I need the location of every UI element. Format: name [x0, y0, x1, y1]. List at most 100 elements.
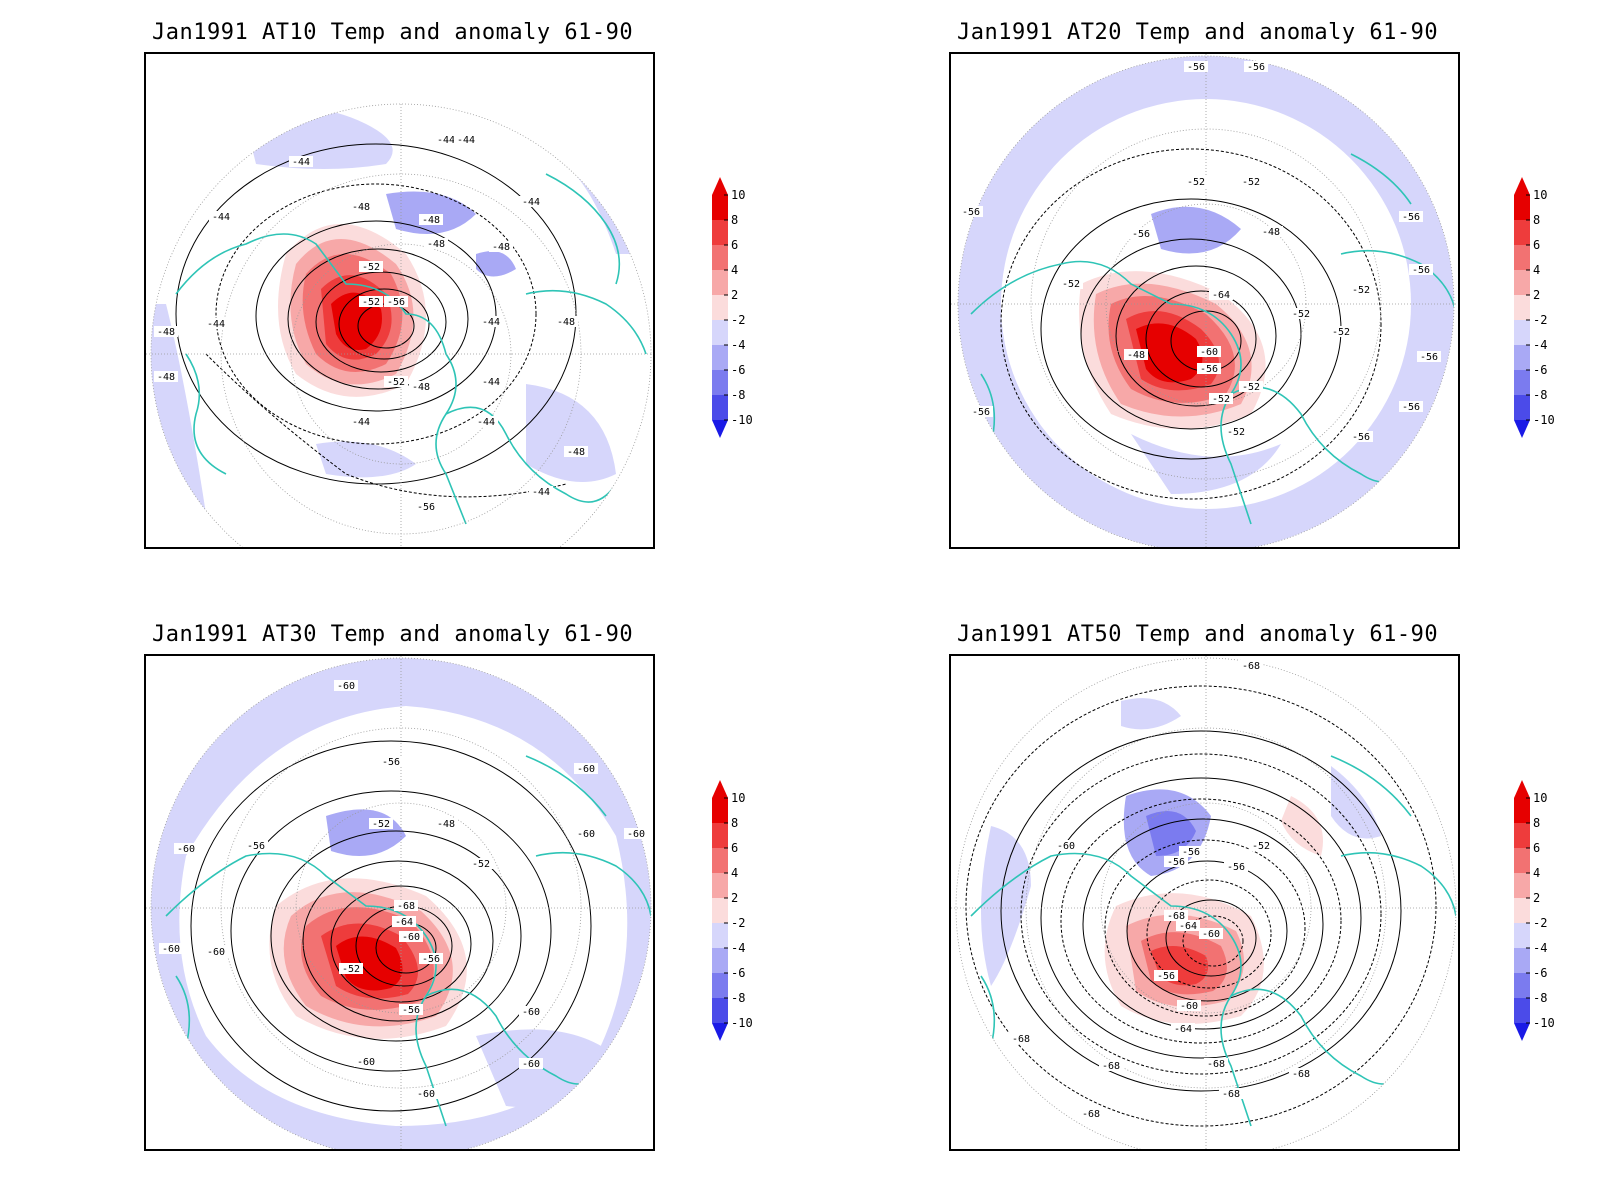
colorbar-level-label: -2: [731, 916, 745, 930]
svg-text:-60: -60: [207, 947, 225, 958]
svg-text:-52: -52: [372, 819, 390, 830]
colorbar-level-label: -10: [1533, 413, 1555, 427]
svg-text:-60: -60: [522, 1059, 540, 1070]
contour-label: -60: [204, 946, 228, 958]
svg-text:-48: -48: [352, 202, 370, 213]
svg-text:-56: -56: [1352, 432, 1370, 443]
colorbar-at20: 10 8 6 4 2 -2 -4 -6 -8 -10: [1514, 177, 1555, 438]
panel-title-at50: Jan1991 AT50 Temp and anomaly 61-90: [957, 622, 1439, 647]
colorbar-level-label: 8: [1533, 816, 1540, 830]
contour-label: -56: [1349, 431, 1373, 443]
colorbar-level-label: -4: [1533, 338, 1547, 352]
contour-label: -44: [474, 416, 498, 428]
svg-text:-52: -52: [1352, 285, 1370, 296]
svg-text:-48: -48: [1262, 227, 1280, 238]
contour-label: -56: [1399, 211, 1423, 223]
contour-label: -44: [289, 156, 313, 168]
svg-text:-52: -52: [1062, 279, 1080, 290]
svg-text:-68: -68: [1167, 911, 1185, 922]
svg-text:-68: -68: [1082, 1109, 1100, 1120]
svg-text:-44: -44: [292, 157, 310, 168]
colorbar-level-label: 2: [731, 288, 738, 302]
contour-label: -48: [554, 316, 578, 328]
svg-text:-60: -60: [337, 681, 355, 692]
svg-text:-56: -56: [1182, 847, 1200, 858]
contour-label: -56: [244, 840, 268, 852]
polar-map-at50: -68-60-56-52-56 -56-68-64-60-56-60-64-68-…: [951, 656, 1458, 1149]
svg-text:-52: -52: [472, 859, 490, 870]
colorbar-level-label: 6: [1533, 841, 1540, 855]
contour-label: -60: [174, 843, 198, 855]
svg-text:-56: -56: [387, 297, 405, 308]
svg-text:-48: -48: [1127, 350, 1145, 361]
contour-label: -48: [154, 326, 178, 338]
contour-label: -56: [1244, 61, 1268, 73]
contour-label: -56: [379, 756, 403, 768]
contour-label: -44: [519, 196, 543, 208]
contour-label: -52: [1239, 176, 1263, 188]
colorbar-level-label: -10: [731, 413, 753, 427]
contour-label: -56: [1184, 61, 1208, 73]
contour-label: -44: [529, 486, 553, 498]
svg-text:-44: -44: [212, 212, 230, 223]
svg-text:-48: -48: [412, 382, 430, 393]
svg-text:-56: -56: [1187, 62, 1205, 73]
contour-label: -60: [624, 828, 648, 840]
svg-text:-52: -52: [1252, 841, 1270, 852]
contour-label: -44: [204, 318, 228, 330]
svg-text:-48: -48: [427, 239, 445, 250]
colorbar-level-label: -10: [731, 1016, 753, 1030]
svg-text:-60: -60: [1200, 347, 1218, 358]
svg-text:-60: -60: [162, 944, 180, 955]
svg-text:-68: -68: [1222, 1089, 1240, 1100]
svg-text:-68: -68: [1292, 1069, 1310, 1080]
svg-text:-52: -52: [1227, 427, 1245, 438]
svg-text:-56: -56: [422, 954, 440, 965]
map-panel-at20: -56 -56 -52 -52 -56 -48 -56 -52 -64 -52 -52 -52 -48 -…: [949, 52, 1460, 549]
contour-label: -44: [349, 416, 373, 428]
contour-label: -68: [1239, 660, 1263, 672]
colorbar-level-label: -6: [1533, 966, 1547, 980]
svg-text:-68: -68: [397, 901, 415, 912]
contour-label: -56: [1154, 970, 1178, 982]
svg-text:-56: -56: [382, 757, 400, 768]
svg-text:-56: -56: [1402, 402, 1420, 413]
svg-text:-64: -64: [1212, 290, 1230, 301]
colorbar-level-label: 6: [731, 841, 738, 855]
colorbar-level-label: -8: [1533, 991, 1547, 1005]
svg-text:-44: -44: [352, 417, 370, 428]
contour-label: -52: [339, 963, 363, 975]
contour-label: -64: [392, 916, 416, 928]
contour-label: -48: [349, 201, 373, 213]
contour-label: -48: [1259, 226, 1283, 238]
svg-text:-52: -52: [1212, 394, 1230, 405]
contour-label: -64: [1209, 289, 1233, 301]
contour-label: -60: [414, 1088, 438, 1100]
colorbar-level-label: -10: [1533, 1016, 1555, 1030]
colorbar-level-label: -4: [731, 338, 745, 352]
contour-label: -44: [209, 211, 233, 223]
contour-label: -52: [369, 818, 393, 830]
colorbar-level-label: 4: [1533, 263, 1540, 277]
colorbar-level-label: -2: [731, 313, 745, 327]
contour-label: -48: [424, 238, 448, 250]
contour-label: -56: [1409, 264, 1433, 276]
map-panel-at30: -60 -56 -52 -48 -52 -56 -60 -60 -60 -60 -68 -64 -60 -…: [144, 654, 655, 1151]
svg-text:-64: -64: [1179, 921, 1197, 932]
svg-text:-52: -52: [387, 377, 405, 388]
svg-text:-48: -48: [437, 819, 455, 830]
svg-text:-52: -52: [1187, 177, 1205, 188]
contour-label: -68: [1219, 1088, 1243, 1100]
svg-text:-56: -56: [417, 502, 435, 513]
svg-text:-60: -60: [577, 829, 595, 840]
contour-label: -60: [1177, 1000, 1201, 1012]
contour-label: -52: [1349, 284, 1373, 296]
colorbar-level-label: -4: [731, 941, 745, 955]
svg-text:-60: -60: [1057, 841, 1075, 852]
contour-label: -56: [959, 206, 983, 218]
svg-text:-44: -44: [457, 135, 475, 146]
panel-title-at20: Jan1991 AT20 Temp and anomaly 61-90: [957, 20, 1439, 45]
colorbar-level-label: 10: [731, 791, 745, 805]
colorbar-level-label: 2: [1533, 288, 1540, 302]
svg-text:-60: -60: [1202, 929, 1220, 940]
